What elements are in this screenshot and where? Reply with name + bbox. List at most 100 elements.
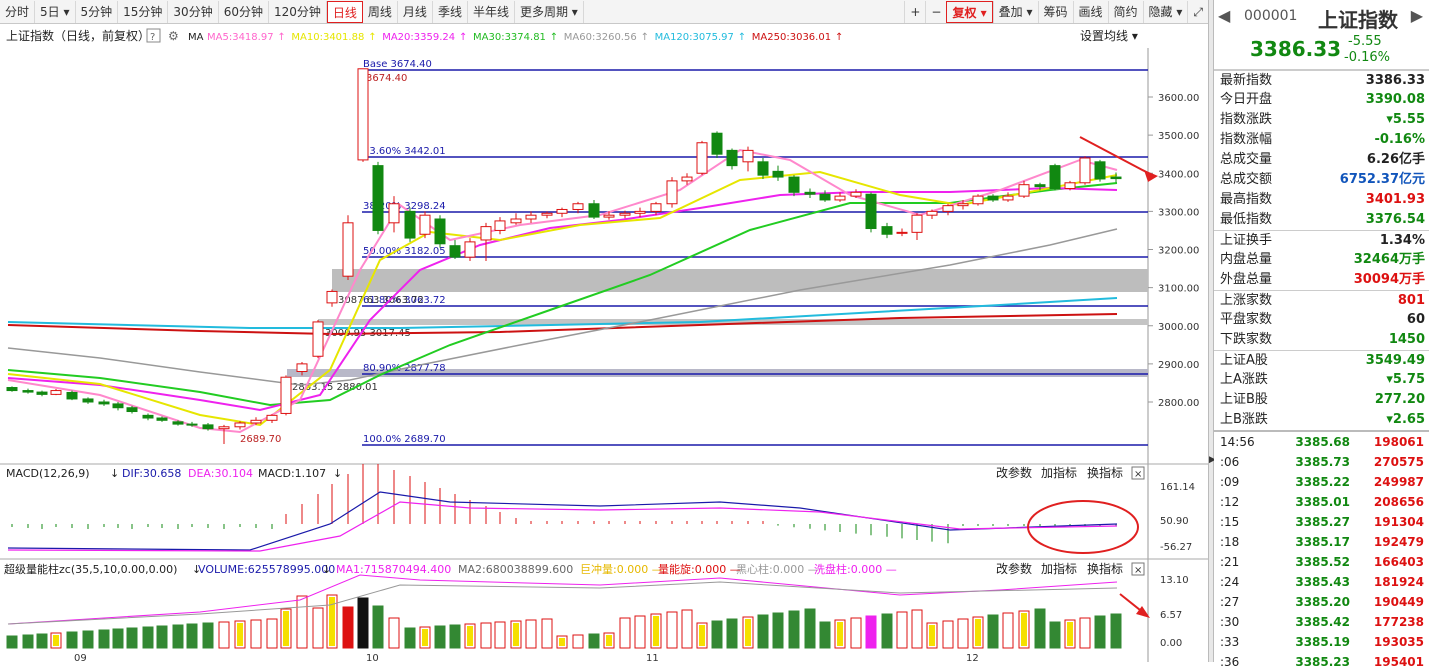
candle-body (742, 149, 754, 163)
volume-bar (541, 618, 553, 649)
stat-label: 上证B股 (1220, 392, 1268, 407)
volume-bar (202, 622, 214, 649)
y-tick-label: 3400.00 (1158, 169, 1199, 180)
tool-button-5[interactable]: 画线 (1072, 1, 1108, 23)
ma-value: MA30:3374.81 (473, 32, 546, 43)
volume-bar-fill (745, 619, 751, 646)
period-tab-6[interactable]: 120分钟 (269, 0, 327, 23)
tool-button-1[interactable]: − (925, 1, 946, 23)
candle-body (726, 149, 738, 167)
stat-label: 最高指数 (1220, 192, 1273, 207)
period-tab-10[interactable]: 季线 (433, 0, 468, 23)
vol-ma2: MA2:680038899.600 (458, 563, 573, 576)
candle-body (572, 203, 584, 210)
tool-button-7[interactable]: 隐藏 ▾ (1142, 1, 1188, 23)
tool-button-4[interactable]: 筹码 (1037, 1, 1073, 23)
period-tab-2[interactable]: 5分钟 (76, 0, 119, 23)
volume-bar (881, 613, 893, 649)
stat-label: 平盘家数 (1220, 312, 1273, 327)
tick-cell: 208656 (1373, 495, 1424, 509)
period-tab-1[interactable]: 5日 ▾ (35, 0, 76, 23)
candle-body (972, 195, 984, 205)
volume-bar-fill (699, 625, 705, 646)
candle-body (772, 170, 784, 178)
ma-arrow-icon: ↑ (641, 32, 649, 43)
fib-label: 61.80% 3063.72 (363, 295, 446, 306)
tick-cell: :21 (1220, 555, 1240, 569)
volume-bar (218, 621, 230, 649)
splitter-arrow-icon[interactable]: ▶ (1209, 455, 1216, 465)
expand-icon[interactable]: ▶ (1410, 6, 1423, 25)
tick-row: :06 3385.73 270575 (1214, 452, 1429, 472)
stat-value: 32464万手 (1353, 252, 1425, 267)
candle-body (942, 205, 954, 212)
volume-bar (126, 627, 138, 649)
tick-cell: 193035 (1373, 635, 1424, 649)
period-tab-5[interactable]: 60分钟 (219, 0, 269, 23)
period-tab-0[interactable]: 分时 (0, 0, 36, 23)
volume-bar (186, 623, 198, 649)
stat-label: 上证换手 (1220, 233, 1273, 248)
volume-bar (726, 618, 738, 649)
tool-button-8[interactable]: ⤢ (1187, 1, 1208, 23)
candle-body (6, 387, 18, 392)
collapse-icon[interactable]: ◀ (1218, 6, 1231, 25)
stat-value: 60 (1406, 312, 1425, 327)
candle-body (1079, 157, 1091, 184)
volume-bar (619, 617, 631, 649)
price-annotation: 2689.70 (240, 434, 281, 445)
period-tab-4[interactable]: 30分钟 (168, 0, 219, 23)
candle-body (1110, 176, 1122, 180)
fib-label: 50.00% 3182.05 (363, 246, 446, 257)
fib-label: Base 3674.40 (363, 59, 432, 70)
period-tab-12[interactable]: 更多周期 ▾ (515, 0, 584, 23)
candle-body (342, 222, 354, 277)
candle-body (556, 208, 568, 214)
fib-label: 100.0% 2689.70 (363, 434, 446, 445)
tool-button-3[interactable]: 叠加 ▾ (992, 1, 1038, 23)
period-tab-8[interactable]: 周线 (363, 0, 398, 23)
tool-button-6[interactable]: 简约 (1107, 1, 1143, 23)
stat-row: 最新指数 3386.33 (1214, 70, 1429, 90)
period-tab-7[interactable]: 日线 (326, 0, 363, 23)
period-tab-11[interactable]: 半年线 (468, 0, 515, 23)
stat-label: 总成交额 (1220, 172, 1273, 187)
tick-cell: 177238 (1373, 615, 1424, 629)
candle-body (464, 241, 476, 258)
tool-button-0[interactable]: + (904, 1, 925, 23)
volume-bar (987, 614, 999, 649)
vol-extra: 洗盘柱:0.000 — (814, 562, 897, 576)
tool-button-2[interactable]: 复权 ▾ (946, 1, 993, 23)
volume-bar (525, 619, 537, 649)
volume-bar (865, 615, 877, 649)
tick-cell: 3385.42 (1295, 615, 1350, 629)
panel-splitter[interactable]: ▶ (1208, 0, 1216, 662)
tick-row: :09 3385.22 249987 (1214, 472, 1429, 492)
volume-bar (757, 614, 769, 649)
stat-value: ▾2.65 (1386, 412, 1425, 427)
ma-arrow-icon: ↑ (738, 32, 746, 43)
tick-row: :36 3385.23 195401 (1214, 652, 1429, 672)
volume-bar (112, 628, 124, 649)
annotation-arrow (1079, 136, 1151, 175)
candle-body (419, 214, 431, 235)
candle-body (541, 212, 553, 216)
kline-chart[interactable]: 上证指数（日线，前复权）? ⚙ MA MA5:3418.97 ↑ MA10:3401.88… (0, 24, 1208, 662)
ma-arrow-icon: ↑ (550, 32, 558, 43)
fib-label: 38.20% 3298.24 (363, 201, 446, 212)
candle-body (619, 212, 631, 216)
tick-cell: 270575 (1373, 455, 1424, 469)
help-icon (146, 28, 161, 43)
period-tab-3[interactable]: 15分钟 (118, 0, 169, 23)
price-box: 3386.33 -5.55 -0.16% (1214, 34, 1429, 70)
volume-bar (850, 617, 862, 649)
stat-row: 上涨家数 801 (1214, 290, 1429, 310)
candle-body (834, 195, 846, 201)
macd-value: MACD:1.107 (258, 467, 326, 480)
stat-label: 上涨家数 (1220, 293, 1273, 308)
vol-volume: VOLUME:625578995.000 (198, 563, 335, 576)
ma30-line (7, 182, 1118, 407)
period-tab-9[interactable]: 月线 (398, 0, 433, 23)
candle-body (804, 191, 816, 195)
candle-body (911, 214, 923, 233)
